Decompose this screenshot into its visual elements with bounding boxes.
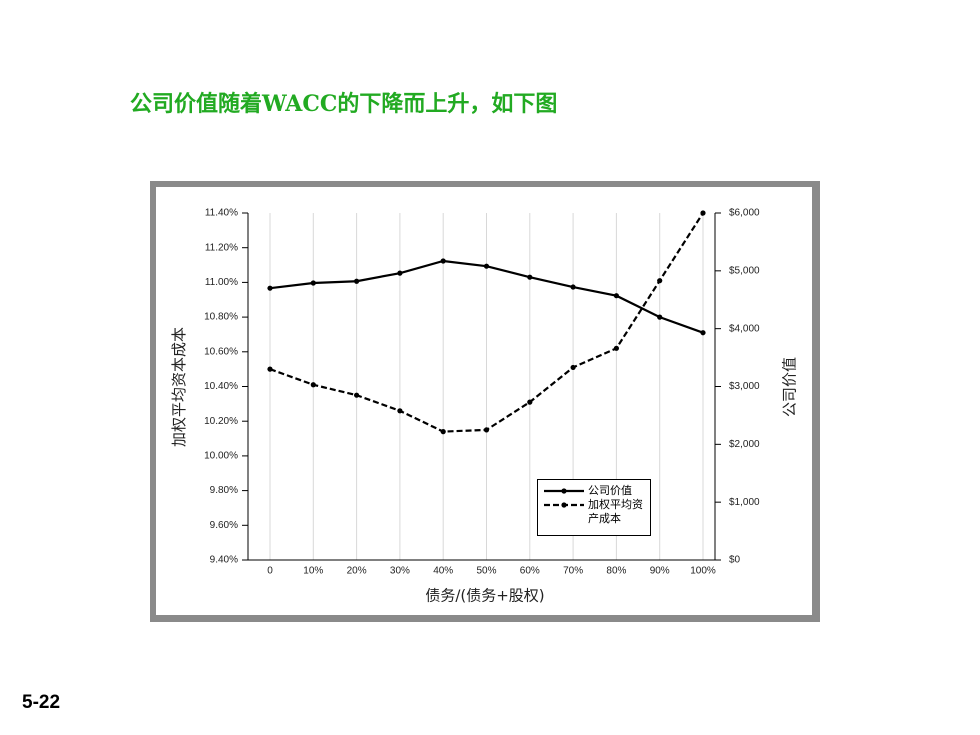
y-tick-label: 11.40% — [205, 208, 238, 219]
y-tick-label: 10.80% — [204, 312, 238, 323]
y2-tick-label: $6,000 — [729, 208, 760, 219]
data-point — [527, 399, 533, 405]
data-point — [310, 382, 316, 388]
y2-tick-label: $0 — [729, 555, 741, 566]
x-tick-label: 60% — [520, 566, 540, 577]
data-point — [700, 210, 706, 216]
y2-axis-title: 公司价值 — [781, 357, 799, 417]
data-point — [527, 274, 533, 280]
y-tick-label: 11.20% — [205, 242, 238, 253]
y-tick-label: 10.20% — [204, 416, 238, 427]
legend-icon — [544, 502, 584, 508]
data-point — [310, 280, 316, 286]
data-point — [267, 366, 273, 372]
data-point — [267, 285, 273, 291]
y2-tick-label: $3,000 — [729, 381, 760, 392]
x-axis-title: 债务/(债务+股权) — [425, 587, 544, 605]
data-point — [613, 345, 620, 351]
x-tick-label: 40% — [433, 566, 453, 577]
y2-tick-label: $4,000 — [729, 323, 760, 334]
legend-label: 加权平均资产成本 — [588, 498, 643, 525]
y-tick-label: 9.80% — [210, 485, 238, 496]
data-point — [570, 284, 576, 290]
slide-title: 公司价值随着WACC的下降而上升，如下图 — [130, 91, 558, 117]
legend-marker — [561, 488, 567, 494]
x-tick-label: 20% — [347, 566, 367, 577]
data-point — [354, 278, 360, 284]
y-tick-label: 9.40% — [210, 555, 238, 566]
x-tick-label: 0 — [267, 566, 273, 577]
legend-icon — [544, 488, 584, 494]
y-tick-label: 10.00% — [204, 451, 238, 462]
x-tick-label: 30% — [390, 566, 410, 577]
data-point — [613, 293, 620, 299]
y2-tick-label: $5,000 — [729, 265, 760, 276]
page-number: 5-22 — [22, 692, 61, 713]
data-point — [657, 278, 663, 284]
data-point — [657, 314, 663, 320]
x-tick-label: 90% — [650, 566, 670, 577]
x-tick-label: 50% — [476, 566, 496, 577]
y2-tick-label: $1,000 — [729, 497, 760, 508]
y2-tick-label: $2,000 — [729, 439, 760, 450]
data-point — [440, 429, 446, 435]
chart-background — [156, 187, 812, 615]
data-point — [570, 364, 576, 371]
x-tick-label: 80% — [606, 566, 626, 577]
y-tick-label: 11.00% — [205, 277, 238, 288]
legend: 公司价值 加权平均资产成本 — [537, 479, 651, 536]
x-tick-label: 10% — [303, 566, 323, 577]
legend-label: 公司价值 — [588, 484, 632, 497]
data-point — [440, 258, 446, 264]
x-tick-label: 100% — [690, 566, 716, 577]
data-point — [397, 270, 403, 276]
y-tick-label: 9.60% — [210, 520, 238, 531]
y-tick-label: 10.60% — [204, 346, 238, 357]
y-axis-title: 加权平均资本成本 — [170, 327, 188, 447]
data-point — [483, 427, 490, 433]
data-point — [483, 263, 490, 269]
legend-marker — [561, 502, 567, 508]
x-tick-label: 70% — [563, 566, 583, 577]
data-point — [354, 392, 360, 398]
y-tick-label: 10.40% — [204, 381, 238, 392]
data-point — [397, 408, 403, 414]
data-point — [700, 330, 706, 336]
